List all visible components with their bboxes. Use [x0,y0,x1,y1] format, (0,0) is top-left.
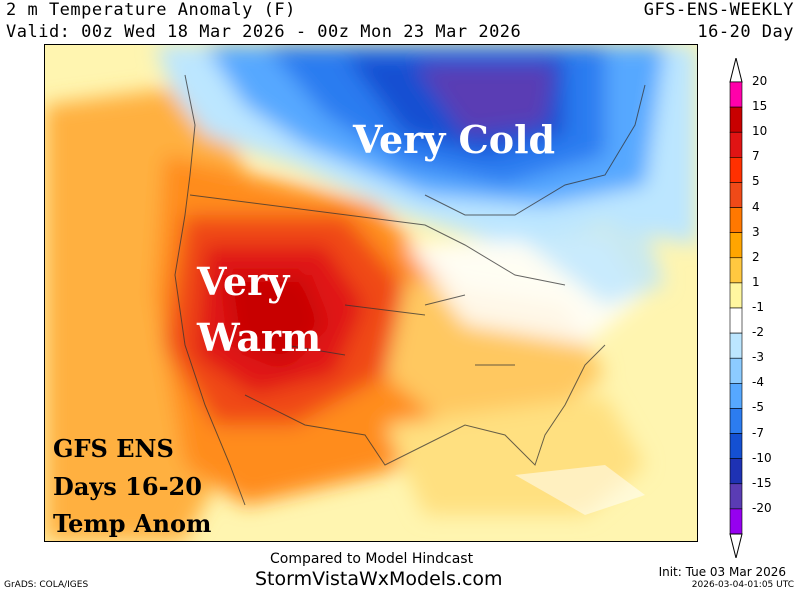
legend-swatch [729,383,743,409]
legend-label: 7 [752,149,760,164]
init-time: Init: Tue 03 Mar 2026 [658,565,786,579]
legend-swatch [729,282,743,309]
anomaly-map-graphic [45,45,697,541]
legend-swatch [729,508,743,535]
legend-swatch [729,458,743,485]
legend-swatch [729,207,743,233]
legend-swatch [729,232,743,259]
anomaly-map: Very Cold Very Warm GFS ENS Days 16-20 T… [44,44,698,542]
site-name: StormVistaWxModels.com [255,568,503,590]
legend-label: -20 [752,500,772,515]
legend-swatch [729,257,743,284]
legend-label: 5 [752,174,760,189]
legend-label: -7 [752,425,764,440]
legend-swatch [729,81,743,108]
grads-credit: GrADS: COLA/IGES [4,580,89,590]
very-cold-label: Very Cold [353,117,556,162]
legend-label: -1 [752,300,764,314]
color-legend [729,58,743,558]
legend-swatch [729,357,743,384]
legend-arrow-top [729,58,743,83]
legend-swatch [729,408,743,434]
legend-label: 10 [752,124,768,139]
legend-swatch [729,157,743,183]
legend-label: 20 [752,74,768,88]
legend-label: -5 [752,400,764,415]
legend-label: 15 [752,99,768,114]
map-title: 2 m Temperature Anomaly (F) [6,0,296,20]
forecast-range: 16-20 Day [697,22,794,42]
model-box-line2: Days 16-20 [53,472,202,501]
legend-label: 1 [752,274,760,289]
legend-label: -3 [752,350,764,365]
legend-swatch [729,307,743,334]
model-name: GFS-ENS-WEEKLY [643,0,794,20]
anomaly-field [45,45,697,541]
render-stamp: 2026-03-04-01:05 UTC [691,580,794,590]
valid-period: Valid: 00z Wed 18 Mar 2026 - 00z Mon 23 … [6,22,522,42]
legend-label: -10 [752,450,772,465]
legend-swatch [729,106,743,133]
hindcast-note: Compared to Model Hindcast [270,551,474,567]
very-warm-label-line1: Very [197,259,290,304]
legend-arrow-bottom [729,533,743,558]
legend-label: 2 [752,249,760,264]
legend-swatch [729,332,743,359]
legend-swatch [729,182,743,208]
legend-label: 4 [752,199,760,214]
legend-label: -15 [752,475,772,490]
legend-swatch [729,131,743,158]
legend-label: 3 [752,224,760,239]
legend-label: -4 [752,375,764,390]
legend-label: -2 [752,325,764,340]
very-warm-label-line2: Warm [197,315,322,360]
model-box-line3: Temp Anom [53,509,212,538]
map-borders [174,74,646,506]
model-box-line1: GFS ENS [53,434,174,463]
legend-swatch [729,433,743,459]
legend-swatch [729,483,743,510]
